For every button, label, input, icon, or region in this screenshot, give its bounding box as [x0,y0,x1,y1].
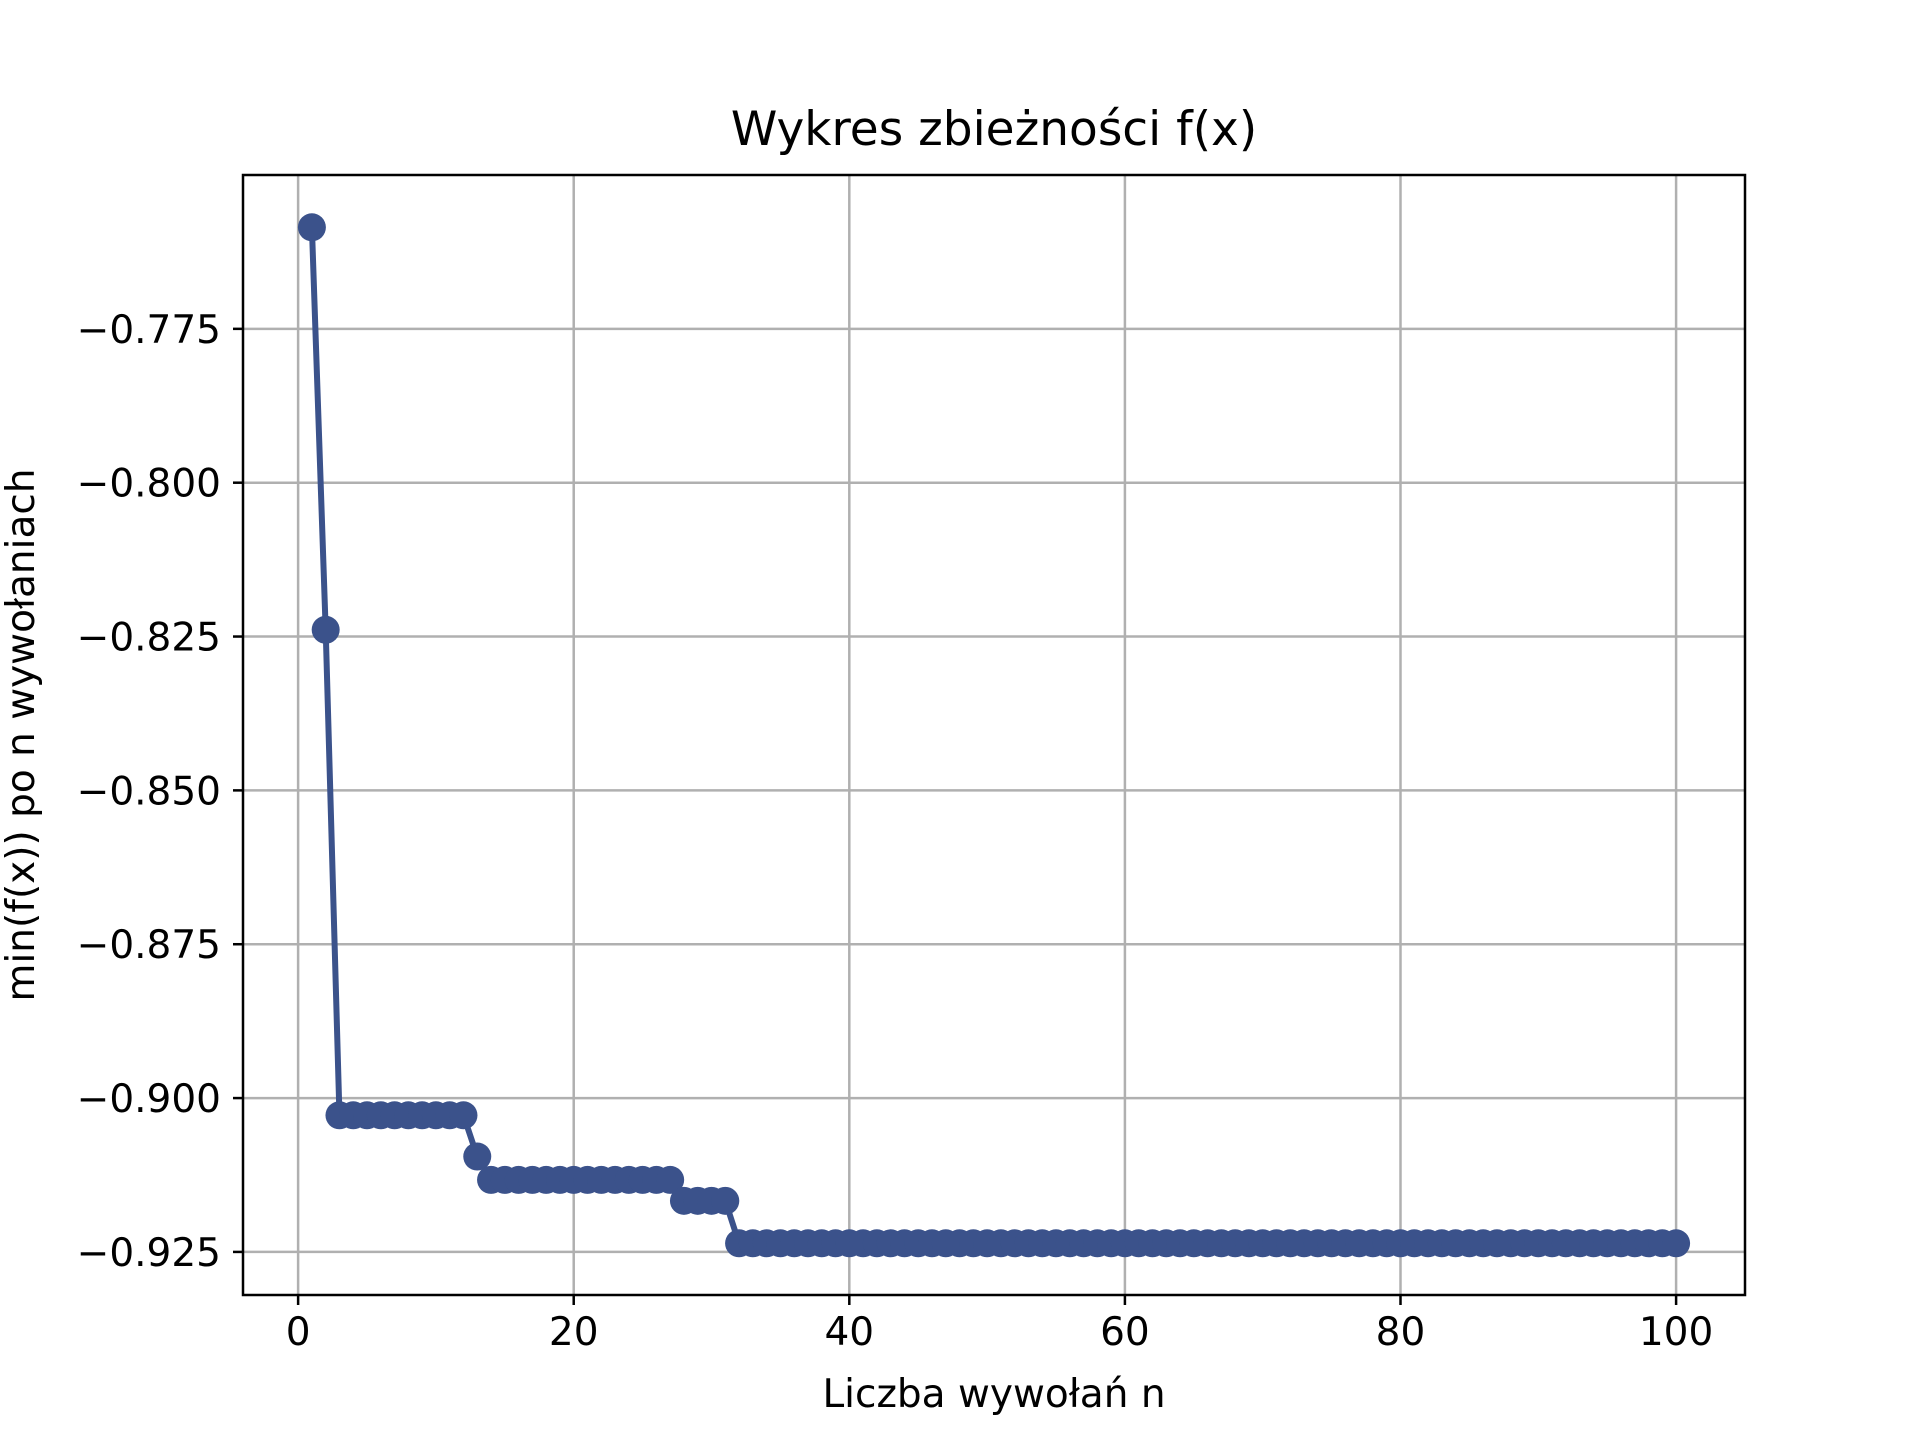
data-point [449,1101,478,1130]
x-tick-label: 20 [549,1310,599,1355]
data-point [297,213,326,242]
y-tick-label: −0.850 [77,769,221,814]
x-axis-ticks: 0 20 40 60 80 100 [286,1295,1713,1355]
chart-title: Wykres zbieżności f(x) [731,102,1257,157]
data-point [1662,1229,1691,1258]
data-point [656,1165,685,1194]
y-tick-label: −0.775 [77,308,221,353]
x-tick-label: 100 [1639,1310,1713,1355]
y-tick-label: −0.900 [77,1077,221,1122]
y-axis-label: min(f(x)) po n wywołaniach [0,468,44,1001]
y-tick-label: −0.875 [77,923,221,968]
y-tick-label: −0.925 [77,1231,221,1276]
data-point [311,615,340,644]
x-tick-label: 80 [1376,1310,1426,1355]
data-point [711,1186,740,1215]
series-line [297,213,1691,1258]
data-point [463,1142,492,1171]
y-tick-label: −0.800 [77,462,221,507]
x-tick-label: 0 [286,1310,311,1355]
x-tick-label: 40 [824,1310,874,1355]
y-axis-ticks: −0.775 −0.800 −0.825 −0.850 −0.875 −0.900 −0.9… [77,308,243,1276]
x-tick-label: 60 [1100,1310,1150,1355]
plot-frame [241,173,1747,1297]
x-axis-label: Liczba wywołań n [822,1372,1165,1417]
y-tick-label: −0.825 [77,616,221,661]
